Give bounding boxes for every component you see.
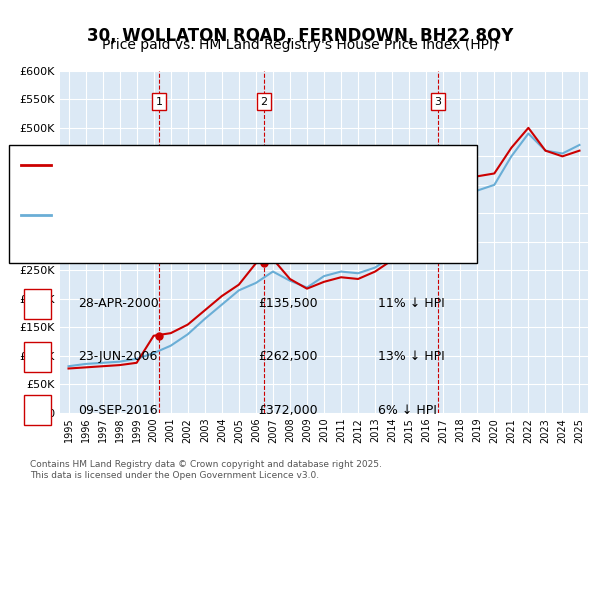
Text: 3: 3 bbox=[34, 404, 41, 417]
Text: 30, WOLLATON ROAD, FERNDOWN, BH22 8QY (detached house): 30, WOLLATON ROAD, FERNDOWN, BH22 8QY (d… bbox=[57, 160, 391, 170]
Text: 1: 1 bbox=[156, 97, 163, 107]
Text: 30, WOLLATON ROAD, FERNDOWN, BH22 8QY: 30, WOLLATON ROAD, FERNDOWN, BH22 8QY bbox=[87, 27, 513, 45]
Text: £262,500: £262,500 bbox=[258, 350, 317, 363]
Text: 2: 2 bbox=[260, 97, 268, 107]
Text: 11% ↓ HPI: 11% ↓ HPI bbox=[378, 297, 445, 310]
Text: 2: 2 bbox=[34, 350, 41, 363]
Text: 23-JUN-2006: 23-JUN-2006 bbox=[78, 350, 157, 363]
Text: Contains HM Land Registry data © Crown copyright and database right 2025.
This d: Contains HM Land Registry data © Crown c… bbox=[30, 460, 382, 480]
Text: £372,000: £372,000 bbox=[258, 404, 317, 417]
Text: £135,500: £135,500 bbox=[258, 297, 317, 310]
Text: 1: 1 bbox=[34, 297, 41, 310]
Text: 13% ↓ HPI: 13% ↓ HPI bbox=[378, 350, 445, 363]
Text: 3: 3 bbox=[434, 97, 442, 107]
Text: HPI: Average price, detached house, Dorset: HPI: Average price, detached house, Dors… bbox=[57, 211, 284, 220]
Text: 09-SEP-2016: 09-SEP-2016 bbox=[78, 404, 158, 417]
Text: 6% ↓ HPI: 6% ↓ HPI bbox=[378, 404, 437, 417]
Text: 28-APR-2000: 28-APR-2000 bbox=[78, 297, 159, 310]
Text: Price paid vs. HM Land Registry's House Price Index (HPI): Price paid vs. HM Land Registry's House … bbox=[102, 38, 498, 53]
